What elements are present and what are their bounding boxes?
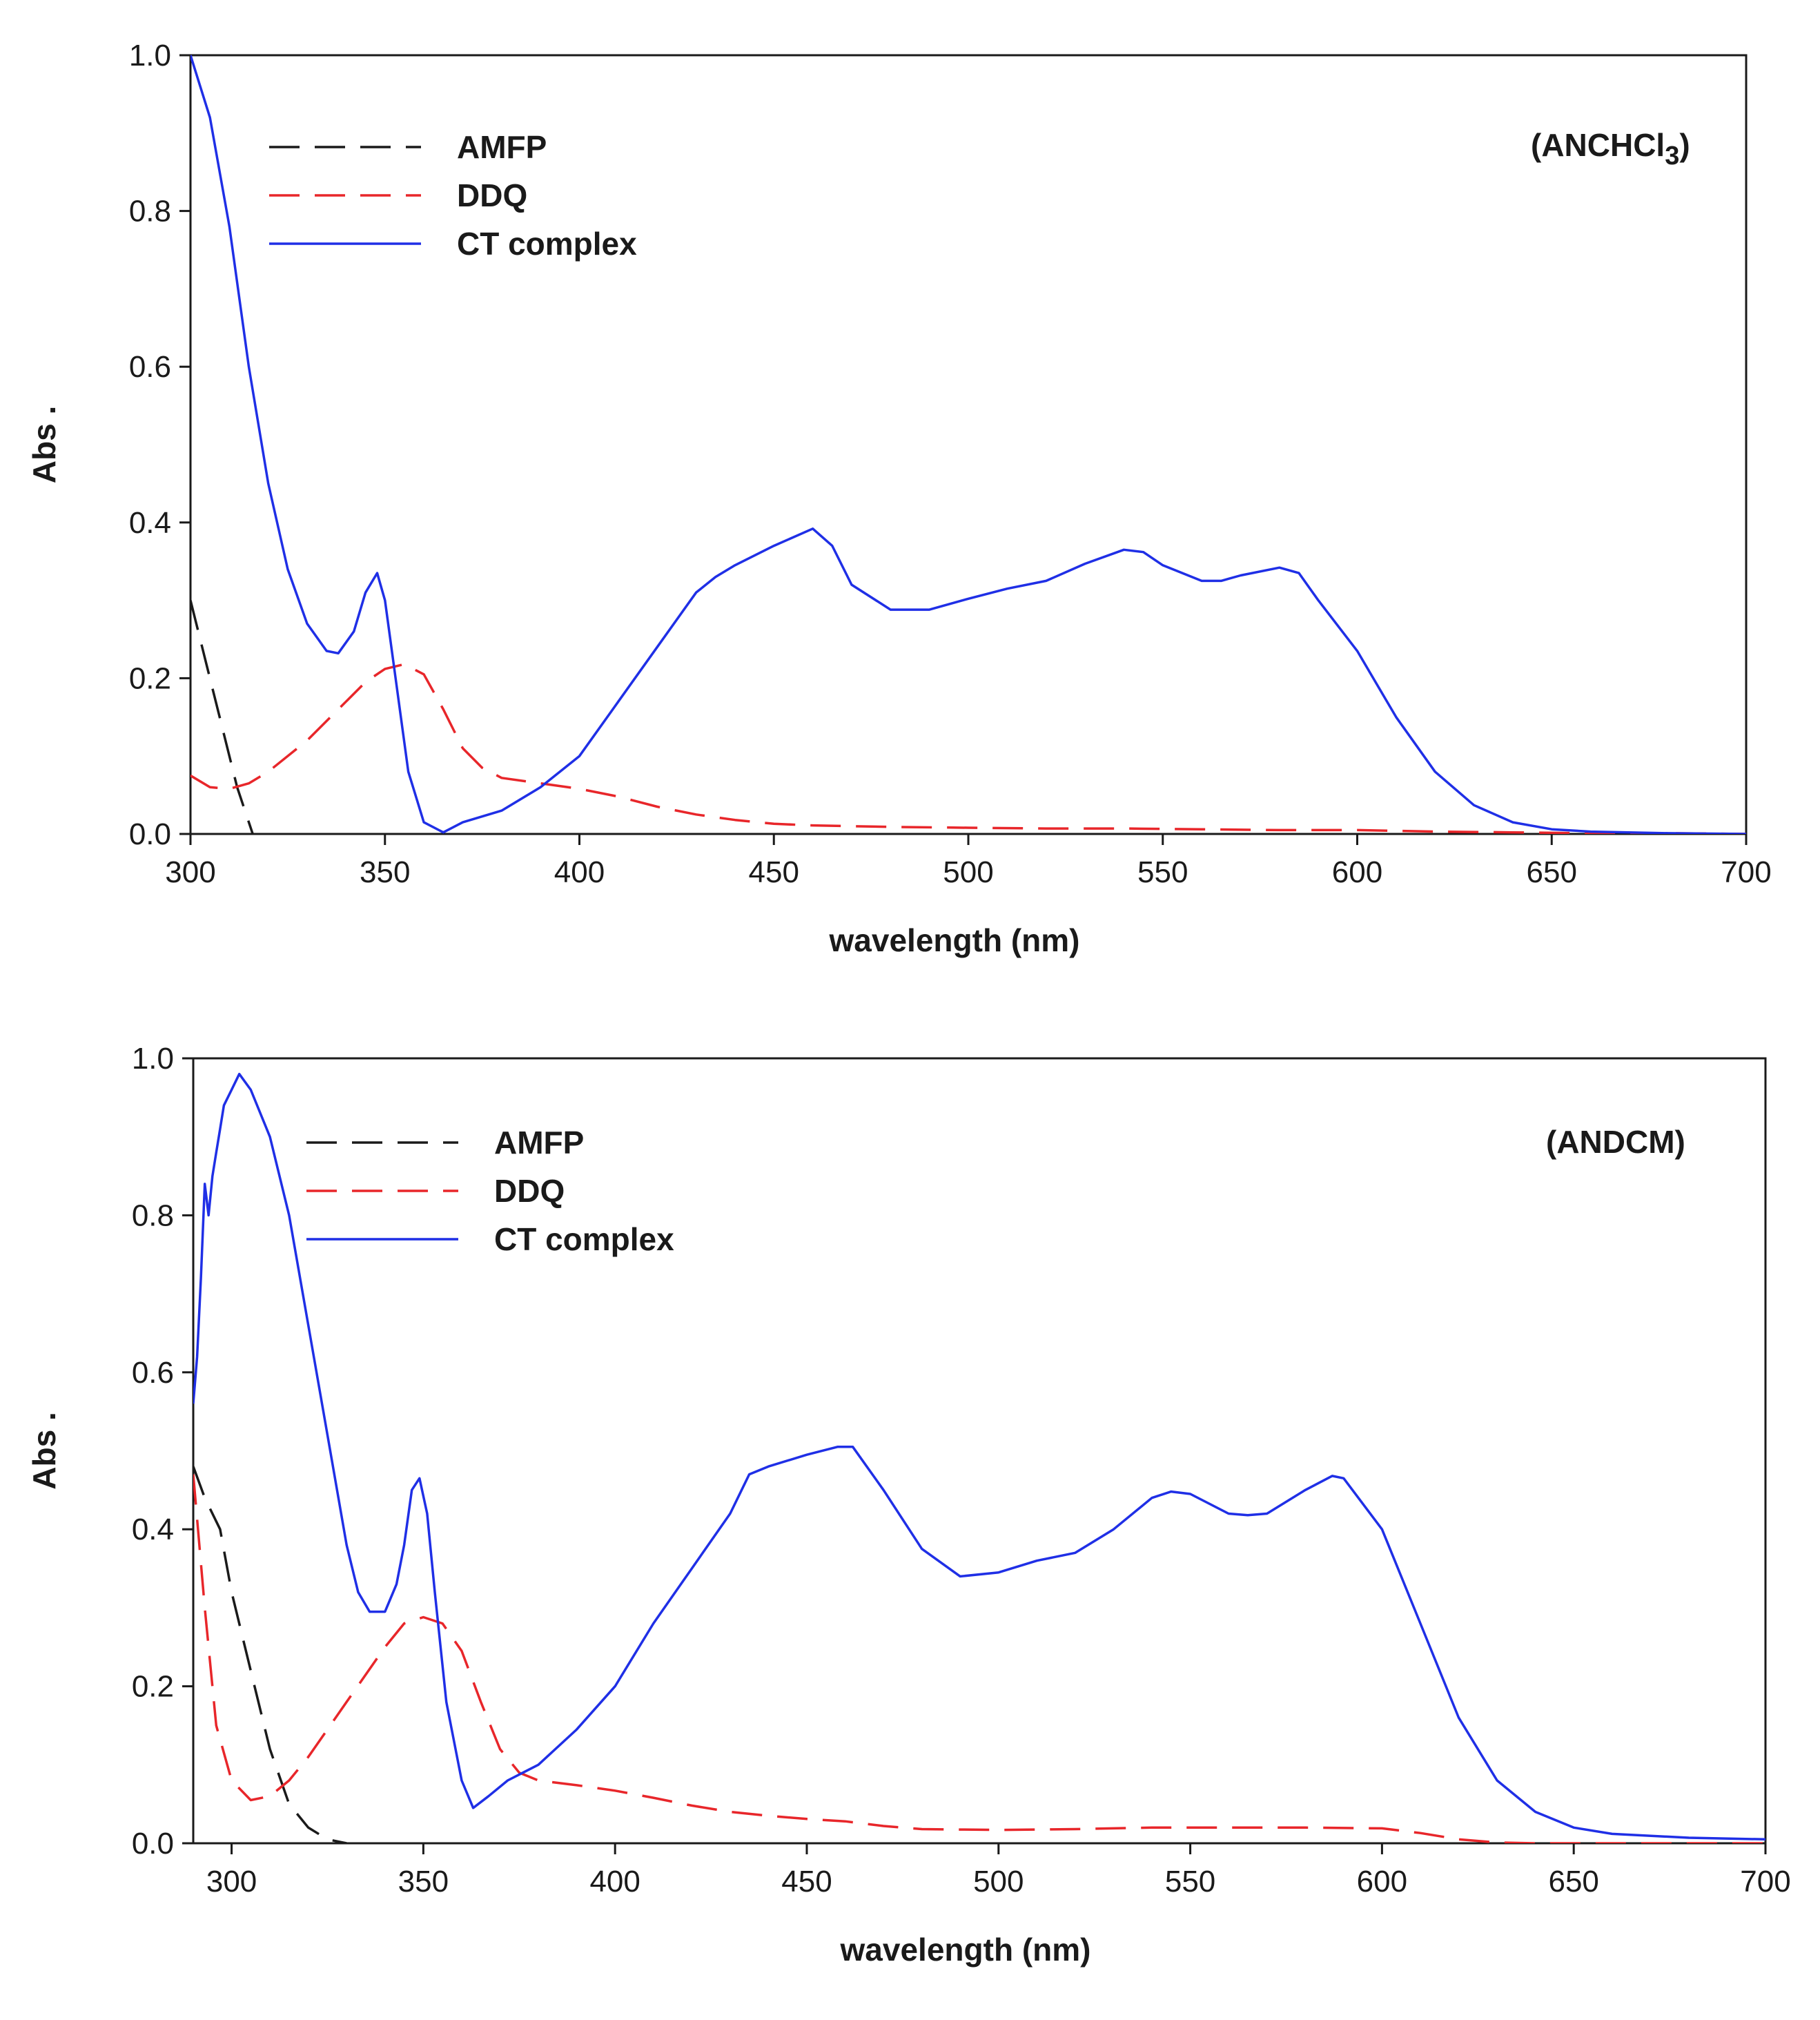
solvent-annotation: (ANCHCl3): [1531, 127, 1690, 171]
legend-label: CT complex: [494, 1221, 674, 1257]
x-tick-label: 600: [1332, 855, 1382, 889]
x-tick-label: 400: [589, 1865, 640, 1898]
x-tick-label: 550: [1137, 855, 1188, 889]
chart-top: 300 350 400 450 500 550 600 650 700 0.0 0.2 0.4 0.6 0…: [26, 39, 1772, 958]
x-tick-label: 300: [206, 1865, 257, 1898]
x-tick-label: 300: [165, 855, 215, 889]
series-line-amfp: [193, 1466, 347, 1843]
x-tick-label: 700: [1721, 855, 1771, 889]
x-tick-label: 700: [1740, 1865, 1790, 1898]
x-tick-label: 450: [781, 1865, 832, 1898]
x-tick-label: 500: [973, 1865, 1024, 1898]
legend-label: AMFP: [494, 1125, 584, 1160]
y-axis-label: Abs .: [26, 1412, 62, 1489]
chart-bottom: 300 350 400 450 500 550 600 650 700 0.0 0.2 0.4 0.6 0…: [26, 1042, 1791, 1968]
series-line-ct-complex: [190, 55, 1746, 834]
x-tick-label: 650: [1527, 855, 1577, 889]
legend-label: AMFP: [457, 129, 547, 165]
plot-frame: [189, 54, 1748, 835]
series-line-amfp: [190, 600, 254, 834]
y-tick-label: 0.8: [129, 195, 171, 229]
legend-label: DDQ: [457, 177, 527, 213]
series-line-ct-complex: [193, 1072, 1765, 1841]
x-tick-label: 450: [749, 855, 799, 889]
x-tick-label: 600: [1357, 1865, 1407, 1898]
x-tick-label: 550: [1165, 1865, 1215, 1898]
plot-frame: [192, 1057, 1767, 1845]
legend-label: DDQ: [494, 1173, 565, 1209]
y-tick-label: 1.0: [129, 39, 171, 72]
x-axis-label: wavelength (nm): [840, 1932, 1091, 1968]
y-tick-label: 0.0: [129, 817, 171, 851]
x-axis-label: wavelength (nm): [829, 922, 1080, 958]
series-group: [190, 55, 1746, 834]
series-group: [193, 1072, 1765, 1843]
y-tick-label: 1.0: [132, 1042, 174, 1076]
y-tick-label: 0.6: [132, 1356, 174, 1390]
y-tick-label: 0.0: [132, 1827, 174, 1861]
x-tick-label: 350: [360, 855, 410, 889]
series-line-ddq: [190, 663, 1746, 834]
y-tick-label: 0.4: [132, 1513, 174, 1546]
x-tick-label: 500: [943, 855, 993, 889]
y-tick-label: 0.2: [129, 661, 171, 695]
y-tick-label: 0.4: [129, 506, 171, 540]
x-tick-label: 350: [398, 1865, 449, 1898]
x-tick-label: 400: [554, 855, 605, 889]
y-tick-label: 0.2: [132, 1670, 174, 1704]
y-axis-label: Abs .: [26, 406, 62, 483]
series-line-ddq: [193, 1474, 1765, 1843]
y-tick-label: 0.8: [132, 1198, 174, 1232]
x-tick-label: 650: [1548, 1865, 1598, 1898]
y-tick-label: 0.6: [129, 350, 171, 384]
solvent-annotation: (ANDCM): [1546, 1124, 1685, 1160]
legend-label: CT complex: [457, 226, 637, 262]
